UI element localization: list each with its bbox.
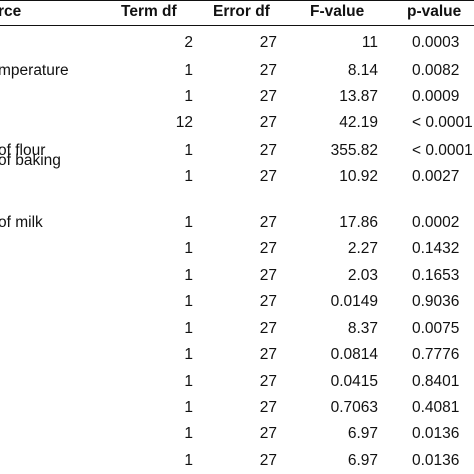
row-p-value: 0.9036 (412, 293, 460, 310)
row-term-df: 1 (184, 320, 193, 337)
row-f-value: 0.7063 (330, 399, 378, 416)
row-error-df: 27 (259, 168, 277, 185)
table-row: 1 27 6.97 0.0136 (0, 425, 474, 443)
row-source: of milk (0, 214, 43, 231)
row-source: of baking (0, 152, 61, 169)
row-term-df: 1 (184, 425, 193, 442)
row-term-df: 1 (184, 452, 193, 469)
row-f-value: 8.37 (347, 320, 378, 337)
row-f-value: 17.86 (339, 214, 378, 231)
table-top-rule (0, 0, 474, 1)
row-error-df: 27 (259, 34, 277, 51)
table-row: mperature 1 27 8.14 0.0082 (0, 62, 474, 80)
header-p-value: p-value (407, 3, 462, 20)
row-p-value: 0.1432 (412, 240, 460, 257)
row-p-value: < 0.0001 (412, 114, 473, 131)
row-f-value: 2.27 (347, 240, 378, 257)
row-term-df: 1 (184, 293, 193, 310)
row-f-value: 6.97 (347, 452, 378, 469)
table-row: of flour 1 27 355.82 < 0.0001 (0, 142, 474, 160)
table-row: of baking 1 27 10.92 0.0027 (0, 152, 474, 186)
row-f-value: 11 (361, 34, 378, 51)
row-error-df: 27 (259, 399, 277, 416)
row-error-df: 27 (259, 293, 277, 310)
table-row: 1 27 13.87 0.0009 (0, 88, 474, 106)
header-source: rce (0, 3, 22, 20)
row-p-value: 0.0136 (412, 425, 460, 442)
row-f-value: 0.0149 (330, 293, 378, 310)
row-term-df: 1 (184, 373, 193, 390)
row-term-df: 1 (184, 142, 193, 159)
row-error-df: 27 (259, 62, 277, 79)
row-f-value: 2.03 (347, 267, 378, 284)
table-row: 1 27 0.0149 0.9036 (0, 293, 474, 311)
row-p-value: 0.1653 (412, 267, 460, 284)
row-error-df: 27 (259, 114, 277, 131)
table-row: 2 27 11 0.0003 (0, 34, 474, 52)
header-f-value: F-value (310, 3, 365, 20)
row-error-df: 27 (259, 142, 277, 159)
row-f-value: 0.0415 (330, 373, 378, 390)
row-p-value: 0.0136 (412, 452, 460, 469)
table-row: of milk 1 27 17.86 0.0002 (0, 214, 474, 232)
row-term-df: 1 (184, 240, 193, 257)
row-error-df: 27 (259, 214, 277, 231)
row-p-value: 0.8401 (412, 373, 460, 390)
row-p-value: 0.7776 (412, 346, 460, 363)
table-row: 1 27 8.37 0.0075 (0, 320, 474, 338)
row-source: of flour (0, 142, 46, 159)
header-error-df: Error df (213, 3, 270, 20)
row-f-value: 8.14 (347, 62, 378, 79)
row-term-df: 12 (175, 114, 193, 131)
row-error-df: 27 (259, 320, 277, 337)
row-error-df: 27 (259, 267, 277, 284)
row-p-value: 0.0003 (412, 34, 460, 51)
row-f-value: 6.97 (347, 425, 378, 442)
row-error-df: 27 (259, 373, 277, 390)
row-source: mperature (0, 62, 69, 79)
row-term-df: 1 (184, 168, 193, 185)
row-term-df: 2 (184, 34, 193, 51)
row-p-value: 0.0027 (412, 168, 460, 185)
row-error-df: 27 (259, 425, 277, 442)
header-rule (0, 25, 474, 26)
row-term-df: 1 (184, 346, 193, 363)
row-f-value: 42.19 (339, 114, 378, 131)
row-term-df: 1 (184, 399, 193, 416)
row-term-df: 1 (184, 88, 193, 105)
table-row: 1 27 6.97 0.0136 (0, 452, 474, 470)
table-row: 1 27 0.0415 0.8401 (0, 373, 474, 391)
row-error-df: 27 (259, 346, 277, 363)
table-row: 1 27 0.7063 0.4081 (0, 399, 474, 417)
row-f-value: 13.87 (339, 88, 378, 105)
table-row: 1 27 0.0814 0.7776 (0, 346, 474, 364)
row-p-value: 0.4081 (412, 399, 460, 416)
table-row: 1 27 2.03 0.1653 (0, 267, 474, 285)
row-f-value: 0.0814 (330, 346, 378, 363)
row-term-df: 1 (184, 267, 193, 284)
table-row: 12 27 42.19 < 0.0001 (0, 114, 474, 132)
row-term-df: 1 (184, 62, 193, 79)
row-p-value: < 0.0001 (412, 142, 473, 159)
row-p-value: 0.0009 (412, 88, 460, 105)
header-term-df: Term df (121, 3, 177, 20)
row-f-value: 10.92 (339, 168, 378, 185)
row-f-value: 355.82 (330, 142, 378, 159)
table-row: 1 27 2.27 0.1432 (0, 240, 474, 258)
row-error-df: 27 (259, 452, 277, 469)
row-error-df: 27 (259, 240, 277, 257)
row-p-value: 0.0002 (412, 214, 460, 231)
row-p-value: 0.0075 (412, 320, 460, 337)
row-term-df: 1 (184, 214, 193, 231)
row-error-df: 27 (259, 88, 277, 105)
row-p-value: 0.0082 (412, 62, 460, 79)
